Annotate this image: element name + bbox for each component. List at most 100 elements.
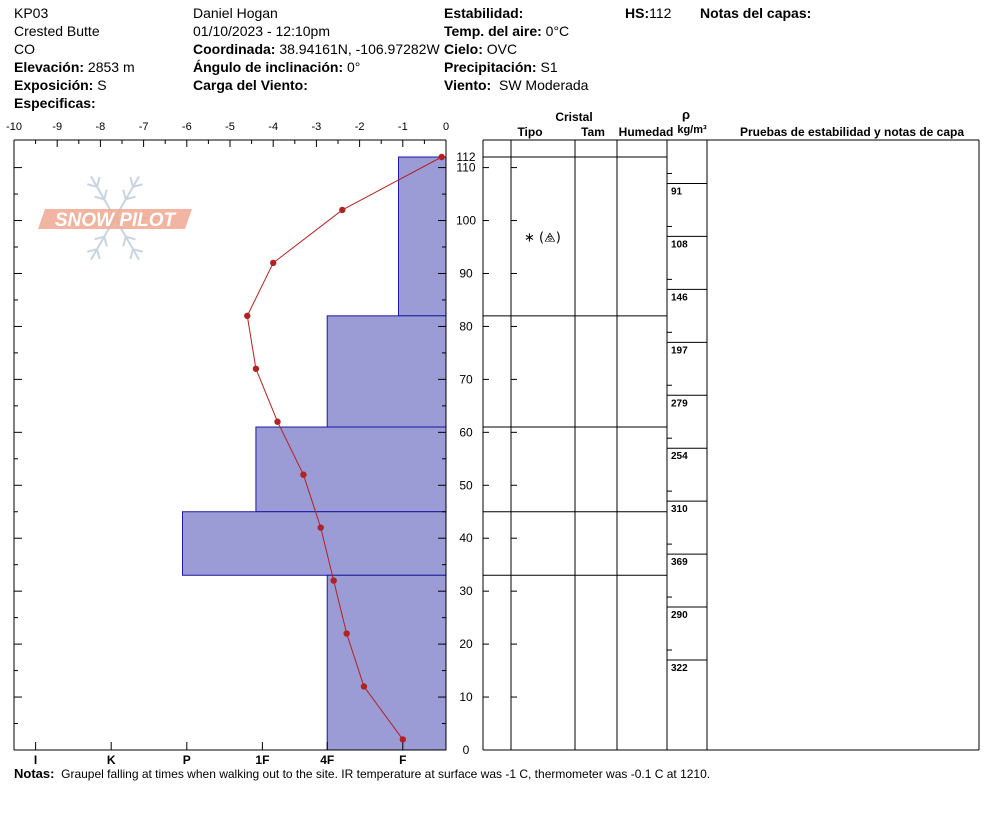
snowflake-branch [94,235,105,241]
notes-text: Graupel falling at times when walking ou… [61,767,711,781]
hs-value: 112 [649,5,672,21]
hardness-bar [326,574,447,751]
temperature-point [270,259,277,267]
temperature-point [343,630,350,637]
temperature-point [252,365,260,372]
density-value: 290 [671,610,688,621]
density-value: 322 [671,663,688,674]
height-tick-label: 20 [459,637,473,651]
hardness-tick-label: P [183,753,191,767]
hardness-profile [181,156,447,751]
layer-notes: Notas del capas: [700,4,811,22]
layer-table: Cristal Tipo Tam Humedad ρ kg/m³ Pruebas de es… [482,107,980,751]
temperature-point [399,736,406,743]
density-value: 310 [671,504,688,515]
site-id: KP03 [14,5,49,21]
snowflake-branch [94,195,105,201]
logo-banner [38,209,192,229]
coord-value: 38.94161N, -106.97282W [279,41,440,57]
slope-value: 0° [347,59,361,75]
precip-label: Precipitación: [444,59,537,75]
height-tick-label: 110 [456,161,475,175]
temperature-axis: -10 -9 -8 -7 -6 -5 -4 -3 -2 -1 0 [6,121,449,147]
hardness-tick-label: 4F [320,753,334,767]
density-value: 254 [671,451,688,462]
temp-tick-label: 0 [443,121,449,133]
wind-load: Carga del Viento: [193,76,308,94]
precipitation: Precipitación: S1 [444,58,558,76]
temp-tick-label: -8 [96,121,106,133]
snowflake-branch [129,248,134,260]
temp-tick-label: -6 [182,121,192,133]
height-tick-label: 40 [459,531,473,545]
air-temp-value: 0°C [545,23,570,39]
temperature-profile [244,153,445,743]
snowflake-branch [103,189,108,200]
height-tick-label: 0 [463,743,470,757]
snowpilot-logo: SNOW PILOT [38,175,192,261]
temperature-point [244,312,251,320]
height-tick-label: 60 [459,425,473,439]
temperature-point [438,153,445,161]
sky-value: OVC [486,41,518,57]
height-tick-label: 90 [459,266,473,280]
temperature-point [360,683,368,690]
type-header: Tipo [517,125,542,139]
elevation: Elevación: 2853 m [14,58,135,76]
snowflake-branch [129,176,134,188]
stability-label: Estabilidad: [444,5,524,21]
temp-tick-label: -3 [312,121,322,133]
temp-tick-label: -5 [225,121,235,133]
air-temp-label: Temp. del aire: [444,23,542,39]
crystal-type-symbol: ∗ (⧌) [524,230,561,245]
height-tick-label: 30 [459,584,473,598]
temp-tick-label: -9 [52,121,62,133]
snowflake-branch [122,189,127,200]
hardness-bar [181,511,447,576]
notes: Notas: Graupel falling at times when wal… [14,766,710,781]
wind-load-label: Carga del Viento: [193,77,308,93]
temperature-point [330,577,337,584]
temperature-point [339,206,346,214]
temperature-line [246,156,442,740]
slope-label: Ángulo de inclinación: [193,59,344,75]
height-tick-label: 10 [459,690,473,704]
snowflake-branch [125,235,136,241]
temperature-point [300,471,307,478]
height-top-label: 112 [456,150,475,164]
sky-label: Cielo: [444,41,483,57]
elevation-label: Elevación: [14,59,85,75]
snowflake-branch [125,195,136,201]
precip-value: S1 [540,59,558,75]
hardness-axis: I K P 1F 4F F [34,742,406,767]
aspect: Exposición: S [14,76,107,94]
temp-tick-label: -2 [355,121,365,133]
height-tick-label: 80 [459,319,473,333]
snowflake-branch [96,176,101,188]
density-value: 91 [671,186,683,197]
density-symbol: ρ [682,107,690,122]
temp-tick-label: -4 [268,121,278,133]
density-value: 108 [671,239,688,250]
wind-value: SW Moderada [498,77,589,93]
state: CO [14,41,35,57]
temp-tick-label: -10 [6,121,22,133]
height-tick-label: 70 [459,372,473,386]
snowflake-branch [132,248,143,253]
density-value: 197 [671,345,688,356]
snowflake-branch [87,183,98,188]
hardness-bar [255,426,447,513]
snowflake-branch [103,236,108,247]
hardness-tick-label: I [34,753,37,767]
elevation-value: 2853 m [87,59,135,75]
density-value: 146 [671,292,688,303]
hs-label: HS: [625,5,650,21]
slope-angle: Ángulo de inclinación: 0° [193,58,360,76]
hardness-tick-label: F [399,753,406,767]
height-tick-label: 50 [459,478,473,492]
snowflake-branch [96,248,101,260]
hardness-tick-label: K [107,753,116,767]
aspect-label: Exposición: [14,77,94,93]
snowflake-branch [132,183,143,188]
